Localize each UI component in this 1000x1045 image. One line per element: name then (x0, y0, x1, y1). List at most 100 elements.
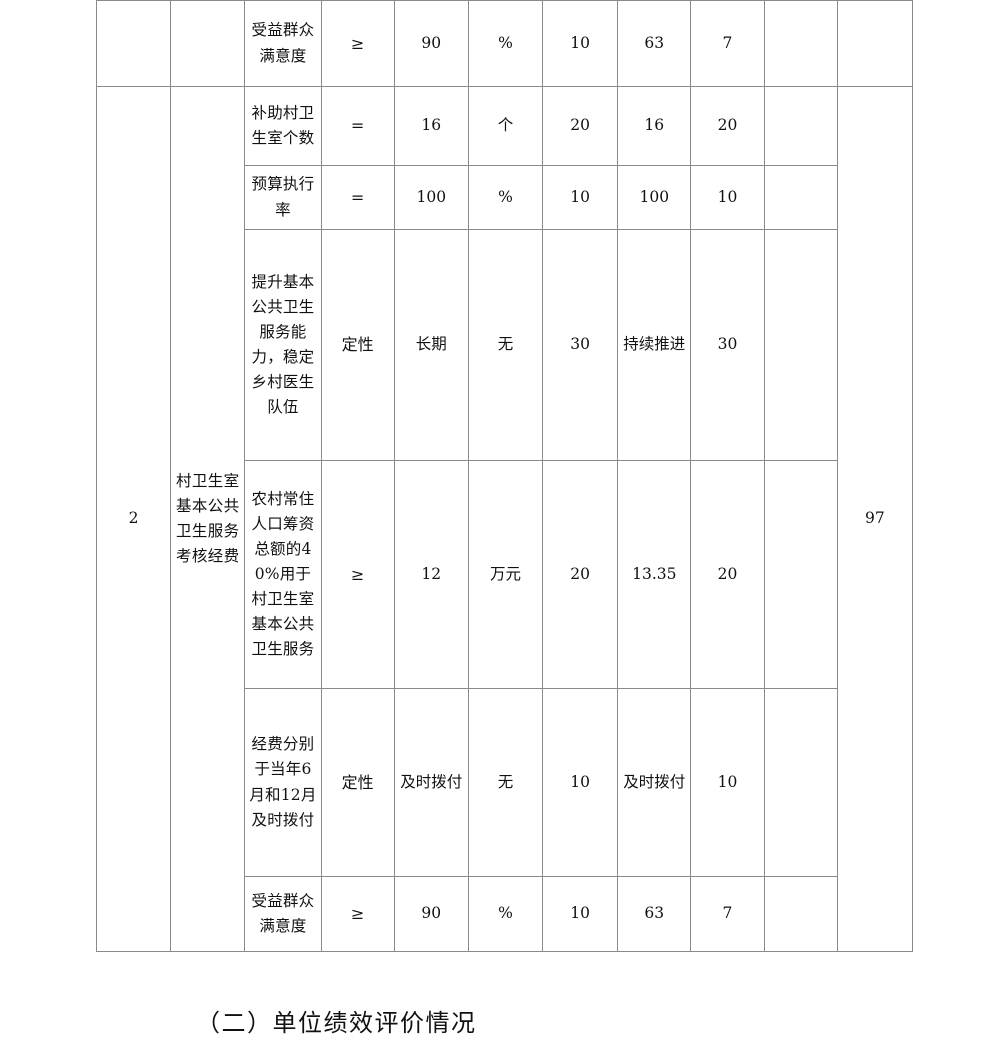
table-row: 提升基本公共卫生服务能力，稳定乡村医生队伍 定性 长期 无 30 持续推进 30 (97, 229, 913, 461)
unit-text: 个 (497, 116, 514, 135)
target-text: 100 (416, 187, 447, 206)
weight-text: 10 (570, 772, 590, 791)
actual-text: 持续推进 (623, 335, 686, 354)
actual-text: 63 (644, 33, 665, 52)
target-text: 12 (421, 564, 442, 583)
cell-operator-3: = (320, 165, 395, 230)
cell-actual-2: 16 (617, 86, 692, 166)
cell-gotscore-5: 20 (690, 460, 765, 689)
cell-operator-7: ≥ (320, 876, 395, 952)
cell-gotscore-4: 30 (690, 229, 765, 461)
cell-indicator-1: 受益群众满意度 (244, 0, 322, 87)
indicator-text: 预算执行率 (251, 175, 315, 219)
cell-weight-1: 10 (542, 0, 619, 87)
cell-actual-5: 13.35 (617, 460, 692, 689)
unit-text: % (498, 904, 513, 923)
cell-operator-5: ≥ (320, 460, 395, 689)
cell-indicator-6: 经费分别于当年6月和12月及时拨付 (244, 688, 322, 877)
unit-text: 万元 (489, 564, 521, 583)
table-row: 受益群众满意度 ≥ 90 % 10 63 7 (97, 876, 913, 952)
cell-gotscore-2: 20 (690, 86, 765, 166)
target-text: 90 (421, 904, 442, 923)
total-score-text: 97 (864, 509, 885, 528)
cell-unit-1: % (467, 0, 544, 87)
target-text: 16 (421, 116, 442, 135)
cell-weight-4: 30 (542, 229, 619, 461)
operator-text: = (350, 187, 365, 207)
section-caption: （二）单位绩效评价情况 (196, 1009, 477, 1037)
cell-indicator-2: 补助村卫生室个数 (244, 86, 322, 166)
table-row: 预算执行率 = 100 % 10 100 10 (97, 165, 913, 230)
cell-unit-5: 万元 (467, 460, 544, 689)
target-text: 长期 (415, 335, 447, 354)
actual-text: 100 (639, 187, 670, 206)
gotscore-text: 10 (717, 187, 738, 206)
weight-text: 10 (570, 33, 590, 52)
cell-gotscore-7: 7 (690, 876, 765, 952)
cell-target-3: 100 (393, 165, 469, 230)
cell-unit-6: 无 (467, 688, 544, 877)
gotscore-text: 10 (717, 772, 738, 791)
actual-text: 63 (644, 904, 665, 923)
cell-operator-1: ≥ (320, 0, 395, 87)
cell-project-2: 村卫生室基本公共卫生服务考核经费 (170, 86, 246, 952)
actual-text: 13.35 (632, 564, 677, 583)
indicator-text: 农村常住人口筹资总额的40%用于村卫生室基本公共卫生服务 (251, 489, 315, 659)
cell-index-blank-1 (95, 0, 172, 87)
actual-text: 及时拨付 (623, 772, 686, 791)
cell-indicator-5: 农村常住人口筹资总额的40%用于村卫生室基本公共卫生服务 (244, 460, 322, 689)
unit-text: 无 (497, 772, 514, 791)
target-text: 及时拨付 (400, 772, 463, 791)
cell-total-2: 97 (836, 86, 914, 952)
index-text: 2 (128, 509, 139, 528)
gotscore-text: 30 (717, 335, 738, 354)
cell-target-2: 16 (393, 86, 469, 166)
weight-text: 10 (570, 904, 590, 923)
cell-target-1: 90 (393, 0, 469, 87)
operator-text: ≥ (350, 33, 365, 53)
target-text: 90 (421, 33, 442, 52)
cell-unit-2: 个 (467, 86, 544, 166)
indicator-text: 受益群众满意度 (251, 891, 315, 935)
cell-actual-7: 63 (617, 876, 692, 952)
operator-text: = (350, 116, 365, 136)
table-row: 农村常住人口筹资总额的40%用于村卫生室基本公共卫生服务 ≥ 12 万元 20 … (97, 460, 913, 689)
cell-gotscore-1: 7 (690, 0, 765, 87)
cell-remark-4 (763, 229, 838, 461)
gotscore-text: 7 (722, 904, 733, 923)
table-row: 经费分别于当年6月和12月及时拨付 定性 及时拨付 无 10 及时拨付 10 (97, 688, 913, 877)
cell-project-blank-1 (170, 0, 246, 87)
cell-target-7: 90 (393, 876, 469, 952)
performance-evaluation-table: 受益群众满意度 ≥ 90 % 10 63 7 2 村卫生室基本公共卫生服务考核经… (95, 0, 914, 952)
cell-operator-2: = (320, 86, 395, 166)
cell-target-5: 12 (393, 460, 469, 689)
actual-text: 16 (644, 116, 665, 135)
cell-remark-7 (763, 876, 838, 952)
cell-target-4: 长期 (393, 229, 469, 461)
cell-remark-5 (763, 460, 838, 689)
cell-remark-2 (763, 86, 838, 166)
unit-text: % (498, 187, 513, 206)
gotscore-text: 7 (722, 33, 733, 52)
cell-weight-5: 20 (542, 460, 619, 689)
gotscore-text: 20 (717, 116, 738, 135)
indicator-text: 补助村卫生室个数 (251, 103, 315, 147)
cell-target-6: 及时拨付 (393, 688, 469, 877)
unit-text: 无 (497, 335, 514, 354)
cell-unit-7: % (467, 876, 544, 952)
cell-actual-1: 63 (617, 0, 692, 87)
cell-index-2: 2 (95, 86, 172, 952)
indicator-text: 经费分别于当年6月和12月及时拨付 (249, 735, 317, 829)
cell-actual-6: 及时拨付 (617, 688, 692, 877)
indicator-text: 受益群众满意度 (251, 21, 315, 65)
cell-gotscore-3: 10 (690, 165, 765, 230)
operator-text: ≥ (350, 904, 365, 924)
operator-text: 定性 (341, 335, 374, 355)
weight-text: 20 (570, 116, 590, 135)
unit-text: % (498, 33, 513, 52)
cell-actual-4: 持续推进 (617, 229, 692, 461)
cell-weight-6: 10 (542, 688, 619, 877)
cell-unit-4: 无 (467, 229, 544, 461)
cell-operator-6: 定性 (320, 688, 395, 877)
